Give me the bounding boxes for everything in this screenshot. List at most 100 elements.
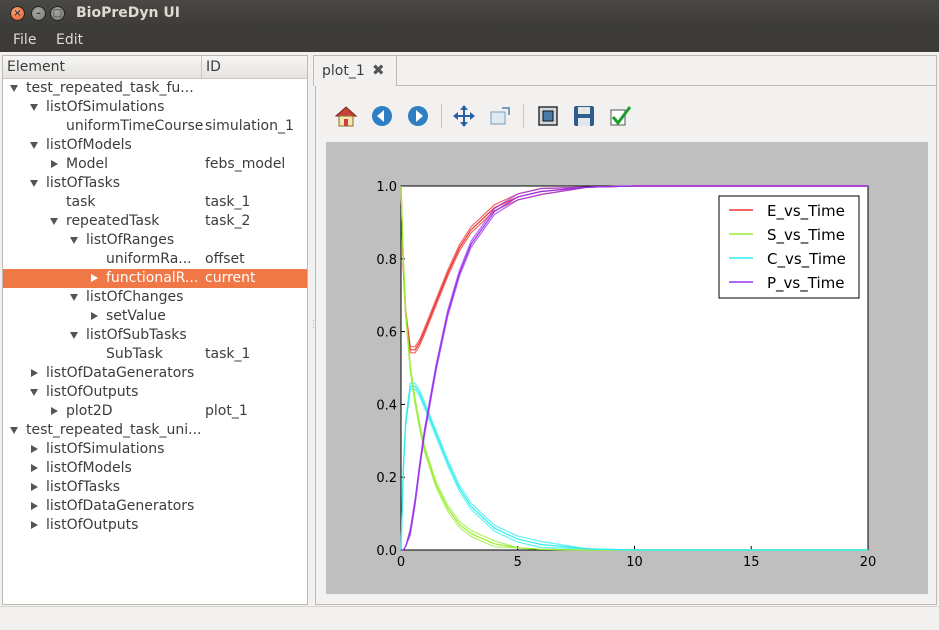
- legend-label: S_vs_Time: [767, 226, 845, 245]
- expanded-arrow-icon[interactable]: [70, 237, 78, 244]
- tree-row[interactable]: uniformTimeCoursesimulation_1: [3, 117, 307, 136]
- tree-row[interactable]: listOfModels: [3, 136, 307, 155]
- expanded-arrow-icon[interactable]: [70, 294, 78, 301]
- tree-row[interactable]: test_repeated_task_uni...: [3, 421, 307, 440]
- expanded-arrow-icon[interactable]: [10, 427, 18, 434]
- expanded-arrow-icon[interactable]: [10, 85, 18, 92]
- forward-button[interactable]: [406, 104, 430, 128]
- tree-row[interactable]: listOfTasks: [3, 478, 307, 497]
- tree-row-element: setValue: [106, 308, 166, 324]
- plot-canvas-area: 051015200.00.20.40.60.81.0E_vs_TimeS_vs_…: [326, 142, 928, 594]
- tree-row-element: SubTask: [106, 346, 163, 362]
- x-tick-label: 10: [626, 555, 643, 570]
- title-bar: × – □ BioPreDyn UI: [0, 0, 939, 28]
- legend-label: P_vs_Time: [767, 274, 844, 293]
- splitter-handle[interactable]: ⋮: [309, 320, 313, 334]
- status-bar: [0, 606, 939, 630]
- collapsed-arrow-icon[interactable]: [31, 502, 38, 510]
- x-tick-label: 15: [743, 555, 760, 570]
- tree-row[interactable]: listOfDataGenerators: [3, 364, 307, 383]
- line-chart[interactable]: 051015200.00.20.40.60.81.0E_vs_TimeS_vs_…: [326, 142, 928, 594]
- expanded-arrow-icon[interactable]: [50, 218, 58, 225]
- collapsed-arrow-icon[interactable]: [91, 312, 98, 320]
- window-title: BioPreDyn UI: [76, 5, 180, 21]
- collapsed-arrow-icon[interactable]: [51, 407, 58, 415]
- tree-row[interactable]: listOfOutputs: [3, 383, 307, 402]
- edit-axis-button[interactable]: [608, 104, 632, 128]
- zoom-rect-icon: [491, 108, 509, 124]
- tree-row-id: current: [205, 270, 256, 286]
- column-header-id[interactable]: ID: [206, 59, 221, 75]
- tree-row-element: listOfSimulations: [46, 441, 164, 457]
- close-tab-icon[interactable]: ✖: [372, 61, 385, 79]
- minimize-window-button[interactable]: –: [31, 6, 46, 21]
- maximize-window-button[interactable]: □: [50, 6, 65, 21]
- tree-row[interactable]: listOfTasks: [3, 174, 307, 193]
- tree-row-element: repeatedTask: [66, 213, 159, 229]
- expanded-arrow-icon[interactable]: [30, 104, 38, 111]
- tree-row-element: listOfTasks: [46, 175, 120, 191]
- tree-row[interactable]: listOfSimulations: [3, 440, 307, 459]
- collapsed-arrow-icon[interactable]: [31, 464, 38, 472]
- tree-header: Element ID: [3, 56, 307, 79]
- tree-row-element: task: [66, 194, 95, 210]
- tree-row[interactable]: tasktask_1: [3, 193, 307, 212]
- tree-row[interactable]: repeatedTasktask_2: [3, 212, 307, 231]
- tree-row-element: listOfOutputs: [46, 384, 138, 400]
- collapsed-arrow-icon[interactable]: [91, 274, 98, 282]
- column-header-element[interactable]: Element: [7, 59, 65, 75]
- tree-row-element: Model: [66, 156, 108, 172]
- expanded-arrow-icon[interactable]: [30, 142, 38, 149]
- home-button[interactable]: [334, 104, 358, 128]
- tree-row-element: listOfSimulations: [46, 99, 164, 115]
- legend-label: E_vs_Time: [767, 202, 845, 221]
- back-button[interactable]: [370, 104, 394, 128]
- tree-row[interactable]: listOfSubTasks: [3, 326, 307, 345]
- tree-row[interactable]: listOfRanges: [3, 231, 307, 250]
- tree-row-element: listOfModels: [46, 137, 132, 153]
- tree-row-element: listOfSubTasks: [86, 327, 187, 343]
- tree-row-id: plot_1: [205, 403, 248, 419]
- move-icon: [453, 105, 475, 127]
- tab-plot-1[interactable]: plot_1 ✖: [313, 55, 397, 86]
- menu-bar: File Edit: [0, 28, 939, 52]
- pan-button[interactable]: [452, 104, 476, 128]
- collapsed-arrow-icon[interactable]: [31, 369, 38, 377]
- tree-row-element: uniformTimeCourse: [66, 118, 203, 134]
- tree-row-id: simulation_1: [205, 118, 294, 134]
- element-tree[interactable]: Element ID test_repeated_task_fu...listO…: [2, 55, 308, 605]
- floppy-disk-icon: [574, 106, 594, 126]
- expanded-arrow-icon[interactable]: [70, 332, 78, 339]
- tree-row[interactable]: listOfOutputs: [3, 516, 307, 535]
- subplots-button[interactable]: [536, 104, 560, 128]
- save-button[interactable]: [572, 104, 596, 128]
- checkmark-icon: [611, 107, 630, 125]
- close-window-button[interactable]: ×: [10, 6, 25, 21]
- home-icon: [336, 107, 356, 126]
- x-tick-label: 0: [397, 555, 405, 570]
- zoom-button[interactable]: [488, 104, 512, 128]
- tree-row[interactable]: functionalR...current: [3, 269, 307, 288]
- tree-row[interactable]: setValue: [3, 307, 307, 326]
- tree-row[interactable]: listOfModels: [3, 459, 307, 478]
- collapsed-arrow-icon[interactable]: [31, 521, 38, 529]
- tree-row-id: task_1: [205, 346, 250, 362]
- tree-row[interactable]: Model febs_model: [3, 155, 307, 174]
- tree-row[interactable]: test_repeated_task_fu...: [3, 79, 307, 98]
- tree-row-element: listOfModels: [46, 460, 132, 476]
- tree-row[interactable]: plot2Dplot_1: [3, 402, 307, 421]
- tree-row[interactable]: listOfChanges: [3, 288, 307, 307]
- tree-row[interactable]: SubTask task_1: [3, 345, 307, 364]
- collapsed-arrow-icon[interactable]: [31, 483, 38, 491]
- tree-row[interactable]: listOfDataGenerators: [3, 497, 307, 516]
- tree-row[interactable]: listOfSimulations: [3, 98, 307, 117]
- menu-file[interactable]: File: [13, 32, 36, 48]
- tree-row-element: listOfRanges: [86, 232, 174, 248]
- menu-edit[interactable]: Edit: [56, 32, 83, 48]
- tree-row-id: febs_model: [205, 156, 285, 172]
- collapsed-arrow-icon[interactable]: [51, 160, 58, 168]
- expanded-arrow-icon[interactable]: [30, 389, 38, 396]
- tree-row[interactable]: uniformRa...offset: [3, 250, 307, 269]
- collapsed-arrow-icon[interactable]: [31, 445, 38, 453]
- expanded-arrow-icon[interactable]: [30, 180, 38, 187]
